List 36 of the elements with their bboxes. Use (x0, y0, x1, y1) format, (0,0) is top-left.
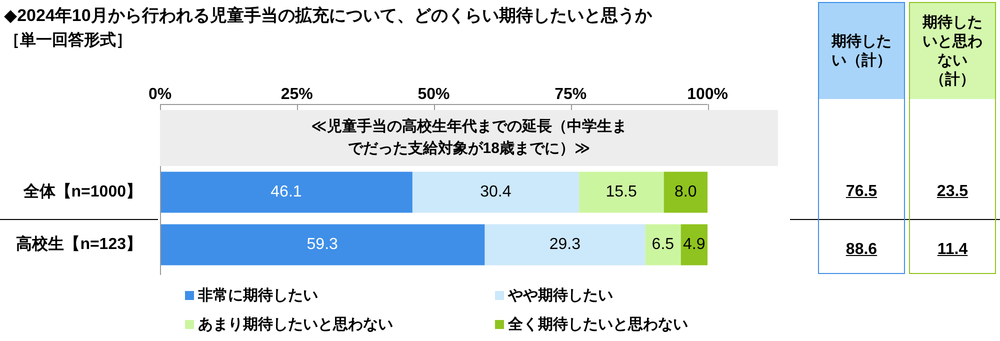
x-tick-label: 0% (148, 86, 172, 103)
y-tick-label: 全体【n=1000】 (22, 182, 142, 201)
bar (664, 172, 708, 213)
data-label: 15.5 (606, 184, 637, 201)
bar (680, 224, 708, 266)
data-label: 29.3 (549, 236, 581, 254)
legend-label: やや期待したい (508, 286, 613, 305)
legend-label: 全く期待したいと思わない (508, 315, 688, 334)
x-tick-label: 100% (687, 86, 728, 103)
x-tick-label: 75% (554, 86, 587, 103)
x-tick-label: 50% (418, 86, 450, 103)
data-label: 4.9 (683, 236, 706, 254)
x-tick-label: 25% (280, 86, 313, 103)
bar (160, 224, 485, 266)
chart-title: ◆2024年10月から行われる児童手当の拡充について、どのくらい期待したいと思うか (4, 5, 652, 27)
text: 88.6 (844, 241, 878, 259)
y-tick-label: 高校生【n=123】 (16, 234, 142, 254)
bar (645, 224, 681, 266)
text: 期待したいと思わない（計） (910, 3, 995, 99)
legend-label: あまり期待したいと思わない (198, 315, 393, 334)
text: ≪児童手当の高校生年代までの延長（中学生までだった支給対象が18歳までに）≫ (160, 110, 778, 166)
bar (578, 172, 664, 213)
chart-subtitle: ［単一回答形式］ (4, 30, 132, 51)
text: 23.5 (936, 183, 970, 201)
legend-label: 非常に期待したい (198, 286, 318, 305)
text: 76.5 (844, 183, 878, 201)
data-label: 59.3 (306, 236, 338, 254)
data-label: 6.5 (652, 236, 674, 254)
data-label: 46.1 (270, 184, 302, 201)
data-label: 30.4 (480, 184, 512, 201)
data-label: 8.0 (674, 184, 697, 201)
bar (412, 172, 579, 213)
bar (484, 224, 646, 266)
text: 期待したい（計） (819, 3, 904, 99)
text: 11.4 (936, 241, 969, 259)
bar (160, 172, 412, 213)
